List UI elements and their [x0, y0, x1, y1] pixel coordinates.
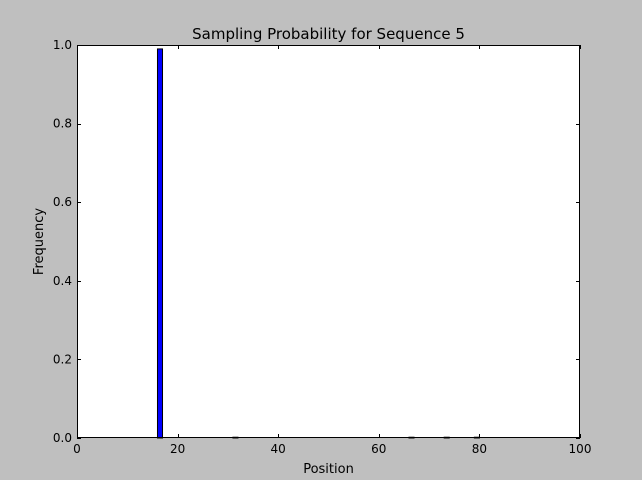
- y-tick-label: 0.2: [53, 352, 72, 366]
- bar-position-16: [156, 48, 164, 439]
- x-tick-label: 80: [472, 442, 487, 456]
- x-tick-label: 100: [569, 442, 592, 456]
- y-axis: 0.0 0.2 0.4 0.6 0.8 1.0: [53, 38, 580, 445]
- x-tick-label: 20: [170, 442, 185, 456]
- y-tick-label: 0.8: [53, 117, 72, 131]
- y-tick-label: 1.0: [53, 38, 72, 52]
- x-tick-label: 60: [371, 442, 386, 456]
- chart-title: Sampling Probability for Sequence 5: [192, 25, 465, 43]
- x-tick-label: 0: [73, 442, 81, 456]
- y-tick-label: 0.4: [53, 274, 72, 288]
- y-tick-label: 0.6: [53, 195, 72, 209]
- y-tick-label: 0.0: [53, 431, 72, 445]
- x-axis: 0 20 40 60 80 100: [73, 45, 591, 456]
- x-tick-label: 40: [271, 442, 286, 456]
- x-axis-label: Position: [303, 462, 354, 477]
- plot-area: [77, 45, 580, 438]
- y-axis-label: Frequency: [32, 208, 47, 275]
- plot-frame: [77, 45, 580, 438]
